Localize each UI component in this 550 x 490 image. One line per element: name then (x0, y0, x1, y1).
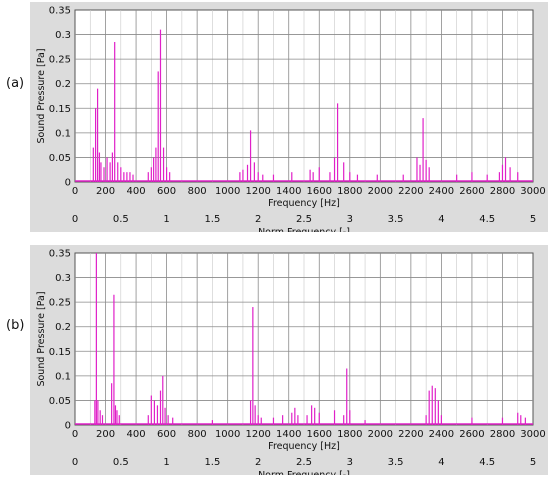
panel-b-x-tick-label: 2600 (459, 429, 484, 440)
panel-a-tag: (a) (6, 76, 25, 91)
panel-a-y-tick-label: 0.05 (49, 153, 71, 164)
panel-b-y-tick-label: 0.35 (49, 249, 71, 260)
panel-b-y-axis-title: Sound Pressure [Pa] (36, 291, 47, 386)
panel-b-norm-tick-label: 5 (530, 457, 536, 468)
panel-b-x-tick-label: 1800 (337, 429, 362, 440)
panel-a-x-tick-label: 1200 (245, 186, 270, 197)
panel-a-norm-tick-label: 0 (72, 214, 78, 225)
panel-b-x-tick-label: 1400 (276, 429, 301, 440)
panel-b-x-tick-label: 1600 (307, 429, 332, 440)
panel-b-svg: 0 200 400 600 800 1000 1200 1400 1600 1800 2000 220… (30, 245, 548, 475)
panel-b-y-tick-label: 0 (65, 421, 71, 432)
panel-a-x-tick-label: 2600 (459, 186, 484, 197)
panel-b-x-tick-label: 2400 (429, 429, 454, 440)
panel-b-x-tick-label: 600 (157, 429, 176, 440)
panel-a-x-tick-label: 1400 (276, 186, 301, 197)
panel-b-x-tick-label: 200 (96, 429, 115, 440)
panel-a-y-tick-label: 0.2 (55, 79, 71, 90)
panel-b-y-tick-label: 0.2 (55, 322, 71, 333)
panel-b-x-tick-label: 2200 (398, 429, 423, 440)
panel-a-x-tick-label: 200 (96, 186, 115, 197)
panel-a-y-tick-label: 0.1 (55, 128, 71, 139)
panel-a-x-tick-label: 2000 (368, 186, 393, 197)
panel-a-norm-tick-label: 2.5 (296, 214, 312, 225)
panel-b-x-axis-title: Frequency [Hz] (268, 441, 340, 452)
panel-b-x-tick-label: 2000 (368, 429, 393, 440)
panel-a-norm-tick-label: 2 (255, 214, 261, 225)
panel-a-norm-tick-label: 3.5 (388, 214, 404, 225)
panel-a-norm-tick-label: 3 (347, 214, 353, 225)
panel-b-y-tick-label: 0.05 (49, 396, 71, 407)
panel-a-x-tick-label: 600 (157, 186, 176, 197)
panel-a-y-tick-label: 0 (65, 178, 71, 189)
panel-a-y-tick-label: 0.3 (55, 30, 71, 41)
panel-b-y-tick-label: 0.15 (49, 347, 71, 358)
panel-b-y-tick-label: 0.25 (49, 298, 71, 309)
panel-b-norm-tick-label: 1.5 (204, 457, 220, 468)
panel-b-chart: 0 200 400 600 800 1000 1200 1400 1600 1800 2000 220… (30, 245, 548, 475)
panel-a-norm-tick-label: 1 (163, 214, 169, 225)
panel-b-norm-tick-label: 3.5 (388, 457, 404, 468)
panel-b-y-tick-label: 0.3 (55, 273, 71, 284)
panel-a-y-tick-label: 0.15 (49, 104, 71, 115)
panel-b-norm-tick-label: 3 (347, 457, 353, 468)
panel-a-y-tick-label: 0.25 (49, 55, 71, 66)
panel-b-norm-tick-label: 2.5 (296, 457, 312, 468)
panel-a-x-tick-label: 1000 (215, 186, 240, 197)
panel-a-x-axis-title: Frequency [Hz] (268, 198, 340, 209)
panel-a-norm-axis-title: Norm Frequency [-] (258, 227, 350, 232)
panel-a-x-tick-label: 2800 (490, 186, 515, 197)
panel-a-x-tick-label: 0 (72, 186, 78, 197)
panel-b-norm-tick-label: 0.5 (113, 457, 129, 468)
panel-a-y-tick-label: 0.35 (49, 6, 71, 17)
panel-a-norm-tick-label: 5 (530, 214, 536, 225)
panel-b-y-tick-label: 0.1 (55, 371, 71, 382)
panel-a-norm-tick-label: 4 (438, 214, 444, 225)
panel-a-x-tick-label: 1600 (307, 186, 332, 197)
panel-a-norm-tick-label: 0.5 (113, 214, 129, 225)
panel-b-x-tick-label: 3000 (520, 429, 545, 440)
panel-b-x-tick-label: 1200 (245, 429, 270, 440)
panel-b-x-tick-label: 1000 (215, 429, 240, 440)
panel-a-x-tick-label: 2400 (429, 186, 454, 197)
panel-b-norm-tick-label: 0 (72, 457, 78, 468)
panel-a-x-tick-label: 800 (188, 186, 207, 197)
panel-a-norm-tick-label: 1.5 (204, 214, 220, 225)
panel-b-x-tick-label: 0 (72, 429, 78, 440)
panel-b-norm-tick-label: 2 (255, 457, 261, 468)
panel-b-norm-tick-label: 4 (438, 457, 444, 468)
panel-b-x-tick-label: 400 (127, 429, 146, 440)
panel-a-norm-tick-label: 4.5 (479, 214, 495, 225)
panel-a-x-tick-label: 1800 (337, 186, 362, 197)
panel-b-norm-tick-label: 4.5 (479, 457, 495, 468)
panel-b-norm-tick-label: 1 (163, 457, 169, 468)
panel-a-svg: 0 200 400 600 800 1000 1200 1400 1600 1800 2000 220… (30, 2, 548, 232)
panel-b-x-tick-label: 800 (188, 429, 207, 440)
panel-b-x-tick-label: 2800 (490, 429, 515, 440)
panel-a-x-tick-label: 2200 (398, 186, 423, 197)
panel-a-x-tick-label: 3000 (520, 186, 545, 197)
panel-a-x-tick-label: 400 (127, 186, 146, 197)
panel-b-norm-axis-title: Norm Frequency [-] (258, 470, 350, 475)
panel-b-tag: (b) (6, 318, 25, 333)
panel-a-chart: 0 200 400 600 800 1000 1200 1400 1600 1800 2000 220… (30, 2, 548, 232)
panel-a-y-axis-title: Sound Pressure [Pa] (36, 48, 47, 143)
